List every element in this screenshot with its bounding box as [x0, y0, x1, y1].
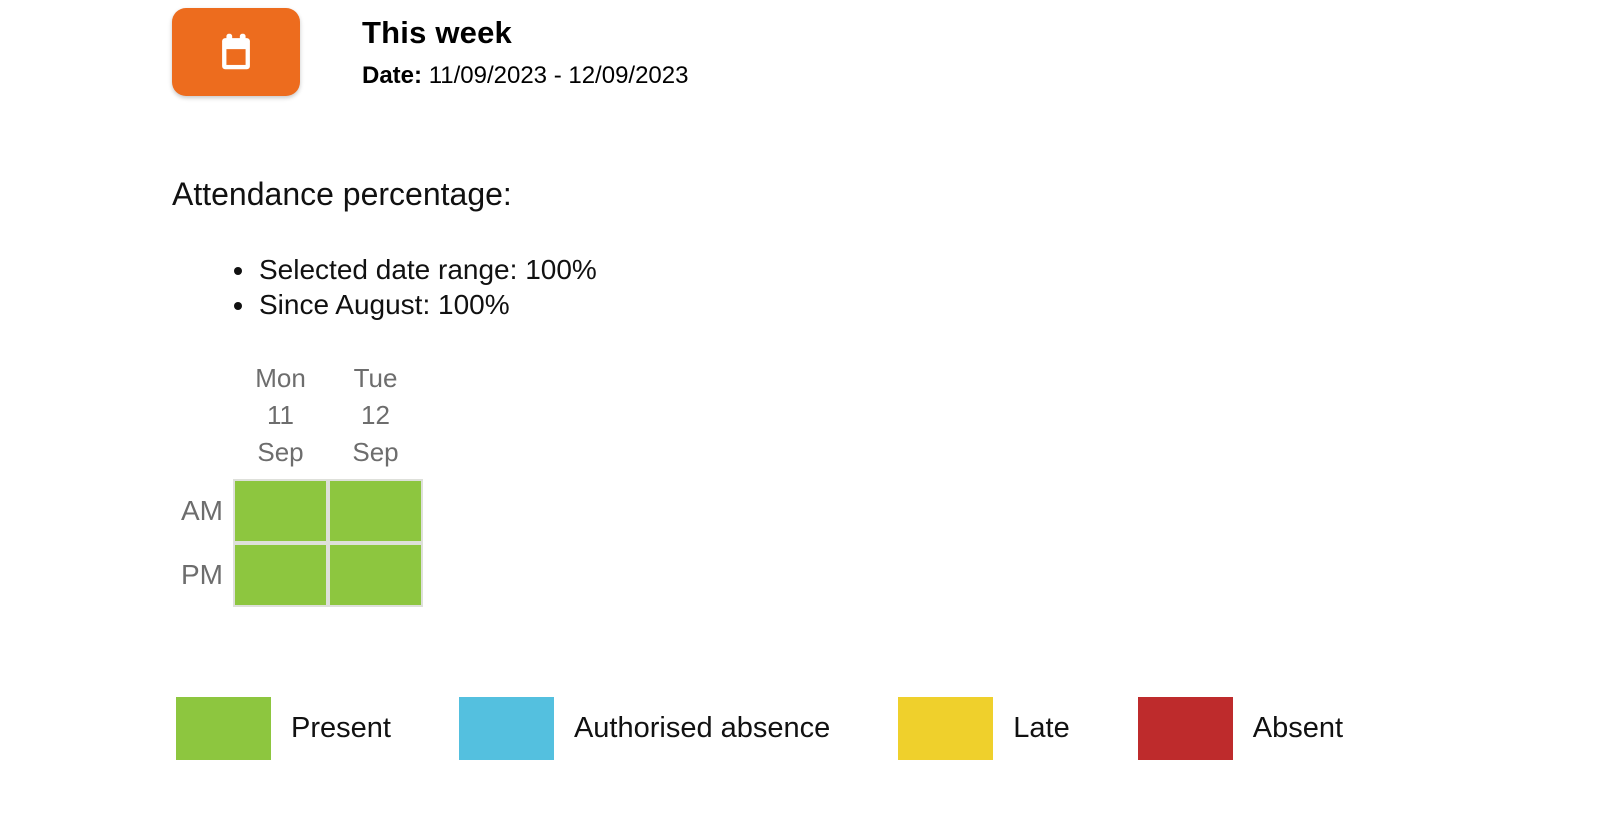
legend-swatch-authorised-absence	[458, 697, 554, 760]
legend-swatch-late	[898, 697, 994, 760]
date-label: Date:	[362, 62, 423, 89]
page-title: This week	[362, 15, 512, 50]
legend-swatch-present	[176, 697, 271, 760]
legend-item-authorised-absence: Authorised absence	[458, 697, 831, 760]
week-header-text: This week Date: 11/09/2023 - 12/09/2023	[362, 8, 688, 90]
week-header: This week Date: 11/09/2023 - 12/09/2023	[172, 8, 688, 96]
stat-since-august: Since August: 100%	[257, 287, 597, 322]
attendance-heading: Attendance percentage:	[172, 176, 512, 212]
legend-label: Late	[1013, 712, 1070, 744]
attendance-cell-present	[328, 543, 423, 607]
legend-item-present: Present	[176, 697, 391, 760]
calendar-icon-inner	[226, 49, 246, 65]
stat-selected-range: Selected date range: 100%	[257, 252, 597, 287]
date-value: 11/09/2023 - 12/09/2023	[428, 62, 689, 89]
attendance-stats-list: Selected date range: 100% Since August: …	[172, 252, 597, 322]
attendance-grid-row: AM	[172, 479, 423, 543]
attendance-grid-header-row: Mon 11 Sep Tue 12 Sep	[172, 360, 423, 471]
attendance-grid-row: PM	[172, 543, 423, 607]
legend-label: Absent	[1252, 712, 1344, 744]
attendance-cell-present	[328, 479, 423, 543]
attendance-cell-present	[233, 479, 328, 543]
legend-item-late: Late	[898, 697, 1070, 760]
legend-swatch-absent	[1137, 697, 1233, 760]
grid-row-label: AM	[181, 495, 223, 526]
attendance-legend: Present Authorised absence Late Absent	[176, 697, 1343, 760]
legend-item-absent: Absent	[1137, 697, 1344, 760]
grid-col-header: Mon 11 Sep	[255, 363, 306, 467]
legend-label: Present	[291, 712, 391, 744]
calendar-icon-tile	[172, 8, 300, 96]
grid-row-label: PM	[181, 559, 223, 590]
attendance-grid: Mon 11 Sep Tue 12 Sep AM PM	[172, 360, 423, 607]
grid-corner-spacer	[172, 360, 233, 471]
date-range: Date: 11/09/2023 - 12/09/2023	[362, 62, 688, 90]
calendar-icon	[222, 33, 250, 70]
grid-col-header: Tue 12 Sep	[352, 363, 399, 467]
attendance-cell-present	[233, 543, 328, 607]
legend-label: Authorised absence	[573, 712, 831, 744]
